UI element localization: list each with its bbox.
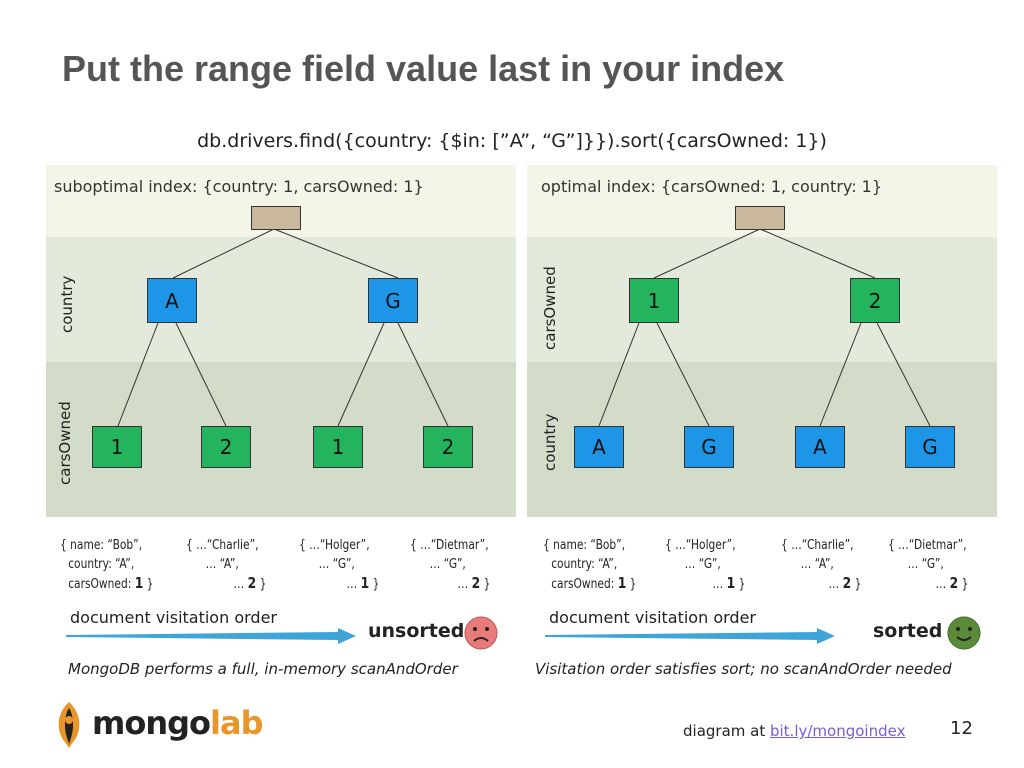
left-edge-g-1	[337, 322, 385, 427]
left-edge-root-a	[172, 228, 275, 279]
page-number: 12	[950, 718, 973, 739]
right-edge-1-a	[598, 322, 640, 427]
right-tree-edges	[598, 228, 931, 427]
right-carsowned-node-1: 1	[629, 278, 679, 323]
slide-title: Put the range field value last in your i…	[62, 48, 785, 89]
mongolab-logo: mongolab	[92, 704, 263, 742]
right-document-4: { …“Dietmar”, … “G”, … 2 }	[888, 538, 969, 592]
carsowned-band	[527, 237, 997, 362]
left-visitation-order-label: document visitation order	[70, 608, 277, 627]
query-code: db.drivers.find({country: {$in: [”A”, “G…	[197, 130, 827, 152]
right-document-3: { …“Charlie”, … “A”, … 2 }	[781, 538, 862, 592]
left-edge-a-2	[175, 322, 227, 427]
mongoindex-link[interactable]: bit.ly/mongoindex	[769, 722, 906, 740]
suboptimal-index-label: suboptimal index: {country: 1, carsOwned…	[54, 177, 424, 196]
left-edge-root-g	[273, 228, 399, 279]
right-visitation-order-label: document visitation order	[549, 608, 756, 627]
left-country-node-a: A	[147, 278, 197, 323]
left-document-1: { name: “Bob”, country: “A”, carsOwned: …	[60, 538, 154, 592]
left-edge-a-1	[117, 322, 159, 427]
left-carsowned-node: 2	[423, 426, 473, 468]
left-status-unsorted: unsorted	[368, 620, 465, 642]
right-country-node: G	[684, 426, 734, 468]
left-country-node-g: G	[368, 278, 418, 323]
smiley-face-icon	[947, 616, 981, 650]
left-root-node	[251, 206, 301, 230]
left-carsowned-node: 1	[313, 426, 363, 468]
left-carsowned-node: 2	[201, 426, 251, 468]
right-document-2: { …“Holger”, … “G”, … 1 }	[665, 538, 746, 592]
country-band	[46, 237, 516, 362]
right-edge-root-2	[759, 228, 876, 279]
right-note: Visitation order satisfies sort; no scan…	[535, 660, 952, 678]
right-country-node: A	[795, 426, 845, 468]
left-edge-g-2	[397, 322, 449, 427]
right-country-node: G	[905, 426, 955, 468]
right-root-node	[735, 206, 785, 230]
optimal-index-label: optimal index: {carsOwned: 1, country: 1…	[541, 177, 883, 196]
left-tree-edges	[117, 228, 449, 427]
right-visitation-arrow-icon	[545, 628, 835, 644]
right-country-node: A	[574, 426, 624, 468]
right-document-1: { name: “Bob”, country: “A”, carsOwned: …	[543, 538, 637, 592]
left-visitation-arrow-icon	[66, 628, 356, 644]
diagram-credit: diagram at bit.ly/mongoindex	[683, 722, 906, 740]
left-document-2: { …“Charlie”, … “A”, … 2 }	[186, 538, 267, 592]
optimal-index-panel: optimal index: {carsOwned: 1, country: 1…	[527, 165, 997, 517]
right-status-sorted: sorted	[873, 620, 943, 642]
right-edge-2-g	[876, 322, 931, 427]
left-note: MongoDB performs a full, in-memory scanA…	[68, 660, 458, 678]
sad-face-icon	[464, 616, 498, 650]
right-edge-2-a	[819, 322, 862, 427]
left-document-4: { …“Dietmar”, … “G”, … 2 }	[410, 538, 491, 592]
right-carsowned-node-2: 2	[850, 278, 900, 323]
left-document-3: { …“Holger”, … “G”, … 1 }	[299, 538, 380, 592]
suboptimal-index-panel: suboptimal index: {country: 1, carsOwned…	[46, 165, 516, 517]
mongolab-leaf-icon	[58, 702, 80, 748]
right-edge-1-g	[656, 322, 710, 427]
right-edge-root-1	[653, 228, 761, 279]
left-carsowned-node: 1	[92, 426, 142, 468]
